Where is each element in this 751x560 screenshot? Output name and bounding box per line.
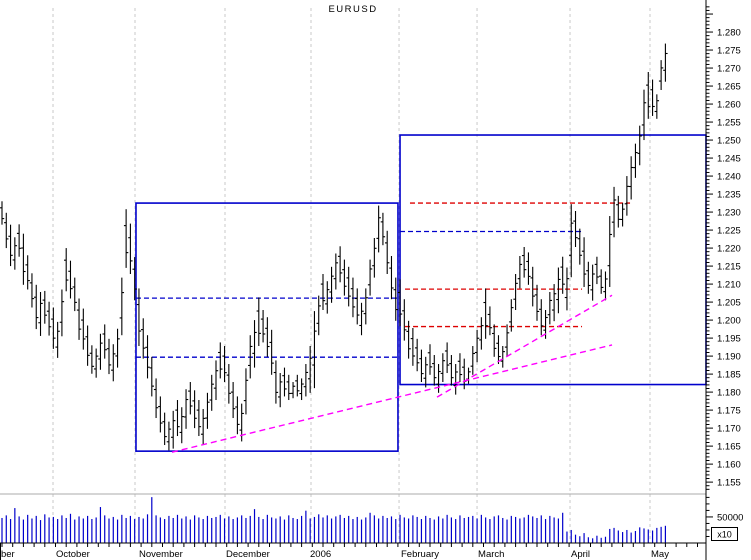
- price-axis-label: 1.230: [717, 208, 741, 219]
- month-label: October: [56, 549, 90, 560]
- price-axis-label: 1.235: [717, 190, 741, 201]
- volume-multiplier-box: [711, 527, 738, 541]
- price-axis-label: 1.175: [717, 406, 741, 417]
- price-axis-label: 1.225: [717, 226, 741, 237]
- price-axis-label: 1.155: [717, 478, 741, 489]
- price-axis-label: 1.205: [717, 298, 741, 309]
- price-axis-label: 1.165: [717, 442, 741, 453]
- price-axis-label: 1.240: [717, 172, 741, 183]
- volume-multiplier-label: x10: [717, 530, 732, 540]
- price-axis-label: 1.185: [717, 370, 741, 381]
- month-label: March: [478, 549, 504, 560]
- price-axis-label: 1.270: [717, 64, 741, 75]
- price-axis-label: 1.245: [717, 154, 741, 165]
- volume-bars: [1, 497, 667, 543]
- price-axis-label: 1.180: [717, 388, 741, 399]
- price-axis-label: 1.210: [717, 280, 741, 291]
- price-axis-label: 1.275: [717, 46, 741, 57]
- projection-box-1: [135, 202, 399, 452]
- month-label: April: [571, 549, 590, 560]
- month-label: November: [139, 549, 183, 560]
- chart-symbol-title: EURUSD: [328, 4, 378, 15]
- price-axis-label: 1.265: [717, 82, 741, 93]
- price-axis-label: 1.215: [717, 262, 741, 273]
- price-axis-label: 1.250: [717, 136, 741, 147]
- trendline-fast: [436, 294, 613, 398]
- volume-axis-label: 50000: [717, 512, 743, 523]
- price-axis-label: 1.170: [717, 424, 741, 435]
- price-axis-label: 1.190: [717, 352, 741, 363]
- price-axis-label: 1.220: [717, 244, 741, 255]
- price-bars: [0, 43, 668, 451]
- trendline-slow: [171, 344, 613, 453]
- month-label: ber: [1, 549, 15, 560]
- price-axis-label: 1.200: [717, 316, 741, 327]
- projection-box-2: [399, 134, 707, 386]
- month-label: 2006: [310, 549, 331, 560]
- price-axis-label: 1.260: [717, 100, 741, 111]
- price-axis-label: 1.255: [717, 118, 741, 129]
- month-label: December: [226, 549, 270, 560]
- price-axis-label: 1.280: [717, 28, 741, 39]
- price-axis-label: 1.195: [717, 334, 741, 345]
- month-label: February: [401, 549, 439, 560]
- month-label: May: [651, 549, 669, 560]
- price-axis-label: 1.160: [717, 460, 741, 471]
